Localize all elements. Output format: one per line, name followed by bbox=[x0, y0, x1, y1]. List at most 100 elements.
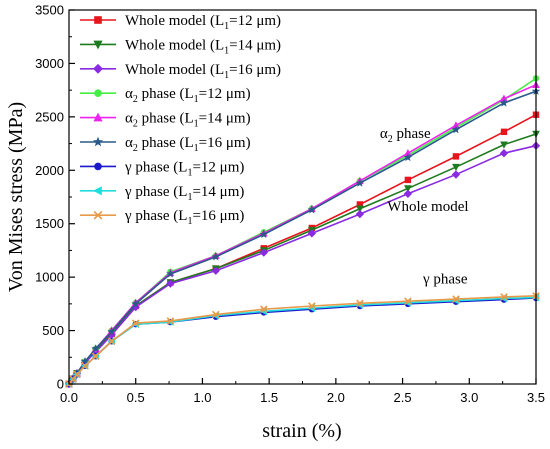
data-point bbox=[107, 327, 116, 336]
data-point bbox=[166, 317, 175, 325]
legend-item-7: γ phase (L1=12 μm) bbox=[80, 159, 244, 178]
legend-item-5: α2 phase (L1=14 μm) bbox=[80, 111, 251, 130]
data-point bbox=[500, 128, 508, 136]
data-point bbox=[307, 205, 317, 214]
legend-swatch-marker bbox=[93, 112, 103, 122]
legend-item-6: α2 phase (L1=16 μm) bbox=[80, 135, 251, 154]
x-tick-label: 2.5 bbox=[394, 390, 412, 405]
x-tick-label: 1.0 bbox=[193, 390, 211, 405]
x-tick-label: 1.5 bbox=[260, 390, 278, 405]
data-point bbox=[259, 229, 269, 239]
legend-swatch-marker bbox=[94, 89, 102, 97]
y-axis-title: Von Mises stress (MPa) bbox=[5, 102, 27, 292]
data-point bbox=[166, 269, 175, 278]
series-layer bbox=[64, 75, 541, 389]
y-tick-label: 2500 bbox=[35, 109, 64, 124]
data-point bbox=[212, 310, 220, 319]
data-point bbox=[356, 299, 364, 308]
legend: Whole model (L1=12 μm) Whole model (L1=14… bbox=[80, 13, 281, 227]
legend-swatch-marker bbox=[94, 162, 102, 171]
y-tick-label: 2000 bbox=[35, 163, 64, 178]
data-point bbox=[500, 94, 508, 102]
annotation-1: α2 phase bbox=[380, 126, 431, 145]
series-line bbox=[68, 90, 537, 385]
y-tick-label: 3000 bbox=[35, 56, 64, 71]
y-tick-label: 3500 bbox=[35, 3, 64, 18]
data-point bbox=[211, 266, 220, 275]
y-tick-label: 0 bbox=[57, 377, 64, 392]
data-point bbox=[355, 178, 365, 187]
legend-label: α2 phase (L1=14 μm) bbox=[125, 111, 251, 130]
data-point bbox=[499, 149, 509, 158]
x-tick-label: 3.0 bbox=[460, 390, 478, 405]
legend-swatch-marker bbox=[93, 63, 103, 74]
y-tick-label: 1500 bbox=[35, 216, 64, 231]
annotation-3: γ phase bbox=[422, 272, 468, 288]
data-point bbox=[91, 352, 100, 360]
legend-swatch-marker bbox=[93, 210, 103, 220]
x-axis-title: strain (%) bbox=[262, 420, 341, 442]
data-point bbox=[500, 141, 508, 149]
data-point bbox=[107, 330, 116, 340]
data-point bbox=[356, 201, 364, 208]
data-point bbox=[404, 297, 412, 305]
data-point bbox=[451, 170, 461, 179]
legend-item-8: γ phase (L1=14 μm) bbox=[80, 184, 244, 203]
legend-swatch-marker bbox=[93, 40, 103, 50]
legend-label: α2 phase (L1=16 μm) bbox=[125, 135, 251, 154]
data-point bbox=[260, 305, 268, 313]
legend-label: Whole model (L1=12 μm) bbox=[125, 13, 281, 32]
legend-swatch-marker bbox=[92, 136, 104, 147]
data-point bbox=[131, 302, 140, 312]
x-tick-label: 3.5 bbox=[527, 390, 545, 405]
data-point bbox=[452, 121, 460, 129]
legend-swatch-marker bbox=[94, 16, 102, 24]
data-point bbox=[259, 248, 268, 257]
data-point bbox=[166, 279, 175, 288]
legend-item-4: α2 phase (L1=12 μm) bbox=[80, 86, 251, 105]
x-tick-label: 2.0 bbox=[327, 390, 345, 405]
y-tick-label: 1000 bbox=[35, 270, 64, 285]
legend-label: Whole model (L1=14 μm) bbox=[125, 37, 281, 56]
legend-label: γ phase (L1=14 μm) bbox=[124, 184, 244, 203]
axes: 0.0 0.5 1.0 1.5 2.0 2.5 3.0 3.5 0 500 1000 1500 2000… bbox=[35, 3, 545, 406]
data-point bbox=[500, 293, 508, 301]
data-point bbox=[80, 357, 90, 366]
x-tick-label: 0.0 bbox=[60, 390, 78, 405]
data-point bbox=[404, 176, 412, 184]
data-point bbox=[131, 299, 140, 308]
legend-swatch-marker bbox=[93, 186, 102, 196]
legend-item-9: γ phase (L1=16 μm) bbox=[80, 208, 244, 227]
legend-item-3: Whole model (L1=16 μm) bbox=[80, 62, 281, 81]
legend-label: α2 phase (L1=12 μm) bbox=[125, 86, 251, 105]
data-point bbox=[307, 229, 316, 238]
data-point bbox=[211, 252, 221, 261]
data-point bbox=[451, 125, 461, 134]
data-point bbox=[107, 337, 116, 346]
data-point bbox=[403, 189, 413, 198]
data-point bbox=[91, 344, 100, 353]
legend-label: γ phase (L1=12 μm) bbox=[124, 159, 244, 178]
data-point bbox=[403, 152, 413, 162]
data-point bbox=[81, 362, 89, 370]
y-tick-label: 500 bbox=[42, 323, 64, 338]
data-point bbox=[452, 295, 460, 303]
data-point bbox=[499, 98, 509, 107]
data-point bbox=[73, 370, 81, 379]
legend-label: γ phase (L1=16 μm) bbox=[124, 208, 244, 227]
annotation-2: Whole model bbox=[387, 199, 468, 215]
legend-item-2: Whole model (L1=14 μm) bbox=[80, 37, 281, 56]
series-line bbox=[68, 295, 537, 385]
legend-label: Whole model (L1=16 μm) bbox=[125, 62, 281, 81]
data-point bbox=[355, 209, 365, 219]
data-point bbox=[131, 319, 140, 327]
data-point bbox=[308, 302, 316, 310]
x-tick-label: 0.5 bbox=[127, 390, 145, 405]
data-point bbox=[404, 149, 412, 157]
annotations: α2 phase Whole model γ phase bbox=[380, 126, 469, 287]
data-point bbox=[452, 163, 460, 172]
data-point bbox=[404, 185, 412, 193]
data-point bbox=[452, 153, 460, 160]
legend-item-1: Whole model (L1=12 μm) bbox=[80, 13, 281, 32]
